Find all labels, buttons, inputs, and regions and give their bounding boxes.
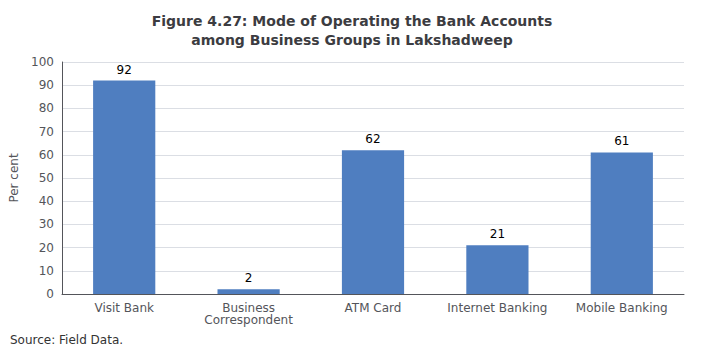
svg-text:Mobile Banking: Mobile Banking — [576, 301, 668, 315]
svg-text:0: 0 — [46, 287, 54, 301]
svg-text:100: 100 — [31, 55, 54, 69]
svg-text:Figure 4.27: Mode of Operating: Figure 4.27: Mode of Operating the Bank … — [152, 13, 553, 29]
svg-text:50: 50 — [39, 171, 54, 185]
svg-text:ATM Card: ATM Card — [345, 301, 402, 315]
svg-text:20: 20 — [39, 241, 54, 255]
svg-text:70: 70 — [39, 125, 54, 139]
svg-text:Business: Business — [222, 301, 276, 315]
svg-text:21: 21 — [490, 227, 505, 241]
svg-text:92: 92 — [117, 63, 132, 77]
svg-text:Internet Banking: Internet Banking — [447, 301, 547, 315]
svg-text:40: 40 — [39, 194, 54, 208]
svg-text:61: 61 — [614, 134, 629, 148]
svg-text:90: 90 — [39, 78, 54, 92]
svg-text:60: 60 — [39, 148, 54, 162]
svg-text:Source: Field Data.: Source: Field Data. — [10, 333, 123, 347]
svg-text:80: 80 — [39, 101, 54, 115]
svg-text:among Business Groups in Laksh: among Business Groups in Lakshadweep — [191, 32, 513, 48]
svg-text:Per cent: Per cent — [7, 153, 21, 203]
svg-text:Visit Bank: Visit Bank — [94, 301, 154, 315]
svg-text:Correspondent: Correspondent — [204, 313, 293, 327]
svg-text:30: 30 — [39, 217, 54, 231]
svg-text:62: 62 — [365, 132, 380, 146]
svg-text:10: 10 — [39, 264, 54, 278]
svg-text:2: 2 — [245, 271, 253, 285]
